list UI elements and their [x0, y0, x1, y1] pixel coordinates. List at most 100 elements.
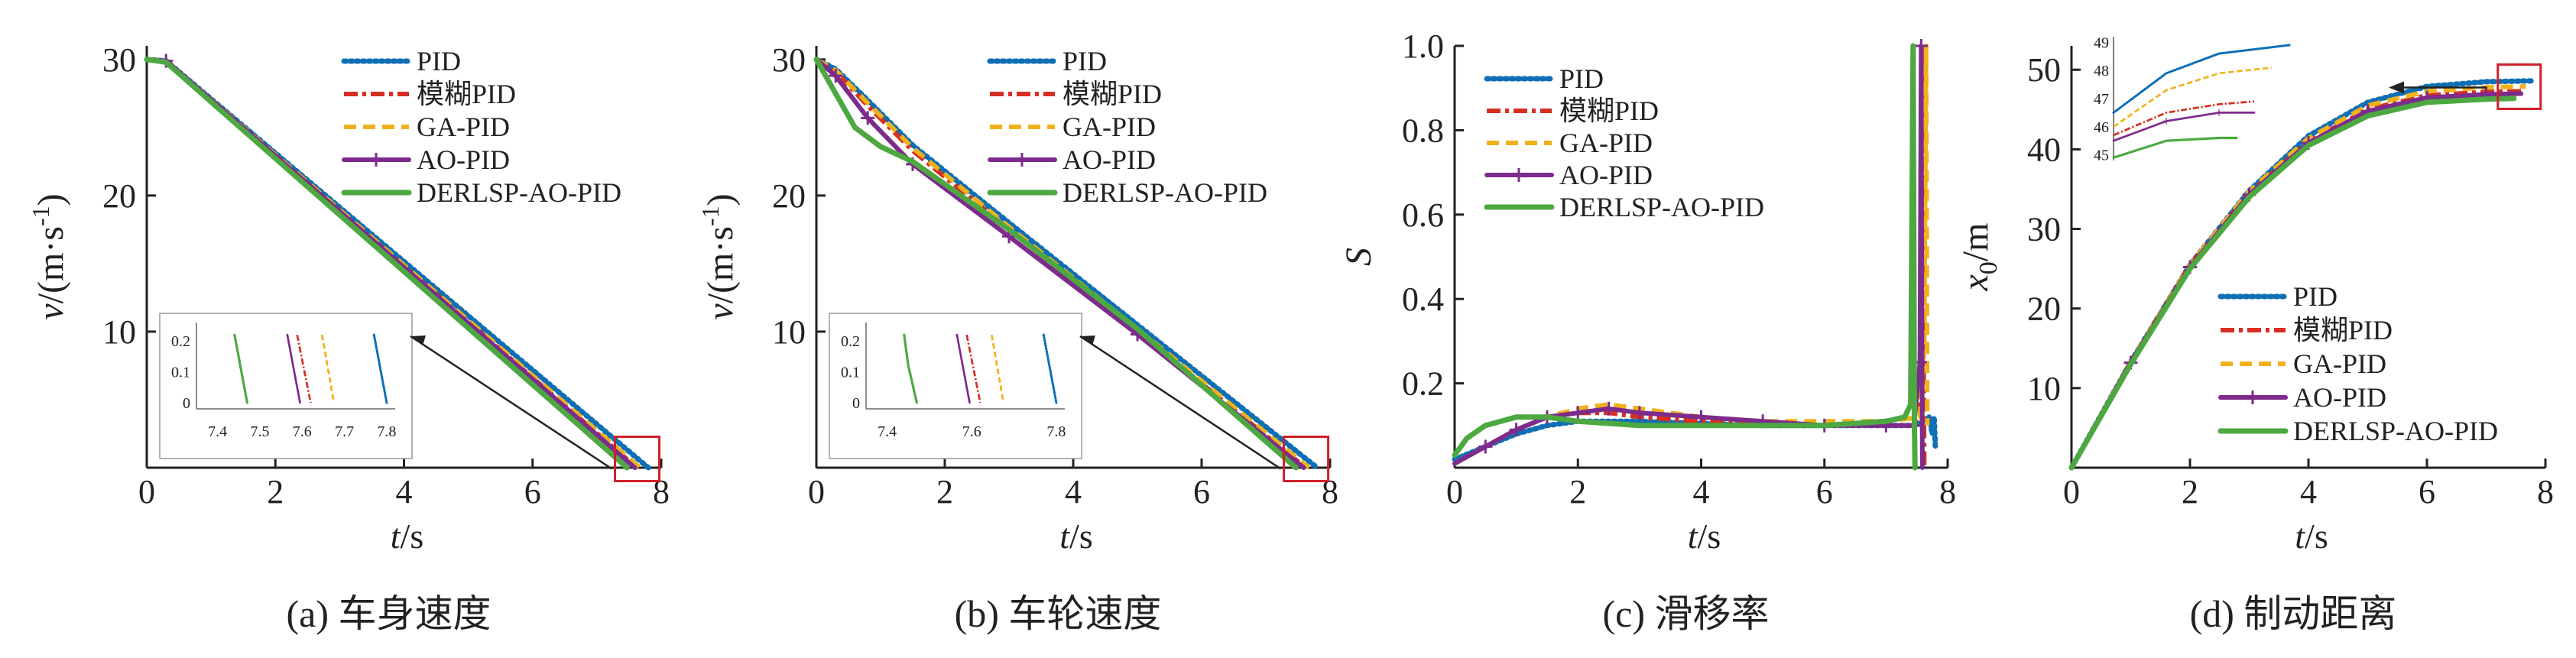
zoom-box — [2497, 63, 2542, 110]
inset-x-tick-label: 7.7 — [335, 423, 354, 440]
y-tick-label: 30 — [102, 41, 136, 79]
legend-label: GA-PID — [2293, 348, 2386, 379]
chart-c: 0 2 4 6 8 0.2 0.4 0.6 0.8 1.0 t/s S PID模糊PIDGA-PIDAO… — [1338, 28, 1956, 635]
inset-series-模糊PID — [296, 334, 312, 404]
legend-label: GA-PID — [417, 112, 510, 142]
inset-y-tick-label: 0 — [183, 395, 190, 412]
inset-x-tick-label: 7.6 — [293, 423, 312, 440]
y-tick-label: 1.0 — [1402, 28, 1444, 65]
x-tick-label: 6 — [524, 473, 541, 511]
x-label-var: t — [2295, 517, 2305, 556]
x-label-unit: /s — [1069, 517, 1093, 556]
inset-frame — [829, 313, 1082, 459]
y-label-sup: -1 — [696, 206, 724, 226]
legend-label: PID — [2293, 281, 2338, 312]
y-tick-label: 20 — [772, 177, 806, 215]
y-label-unit: /(m·s — [31, 226, 71, 303]
inset-series-PID — [2112, 44, 2291, 114]
zoom-arrow — [410, 335, 613, 470]
legend-label: PID — [1063, 46, 1107, 76]
x-tick-label: 8 — [1322, 473, 1338, 511]
x-tick-label: 2 — [2182, 473, 2198, 511]
x-axis-label: t/s — [1688, 517, 1721, 556]
inset-series-模糊PID — [2113, 100, 2255, 137]
x-label-unit: /s — [2305, 517, 2328, 556]
x-tick-label: 2 — [267, 473, 284, 511]
y-tick-label: 0.4 — [1402, 280, 1444, 318]
y-tick-label: 50 — [2027, 51, 2061, 89]
inset-series-GA-PID — [990, 334, 1005, 404]
x-tick-label: 4 — [2300, 473, 2317, 511]
y-tick-label: 30 — [2027, 211, 2061, 248]
inset-y-tick-label: 0.1 — [841, 365, 860, 381]
y-tick-label: 10 — [102, 313, 136, 351]
x-tick-label: 8 — [1939, 473, 1956, 511]
y-label-close: ) — [31, 193, 71, 206]
y-label-close: ) — [700, 193, 741, 206]
x-label-var: t — [1059, 517, 1070, 556]
legend-label: AO-PID — [2293, 382, 2386, 413]
x-tick-label: 8 — [653, 473, 670, 511]
y-label-unit: /(m·s — [700, 226, 741, 303]
zoom-arrowhead — [1080, 335, 1095, 345]
y-tick-label: 10 — [772, 313, 806, 351]
legend-label: GA-PID — [1063, 112, 1156, 142]
inset-x-tick-label: 7.4 — [878, 423, 897, 440]
inset-series-DERLSP-AO-PID — [2112, 136, 2238, 159]
legend-label: 模糊PID — [1063, 79, 1162, 109]
inset-series-AO-PID — [286, 333, 301, 404]
x-tick-label: 0 — [138, 473, 155, 511]
x-label-var: t — [1688, 517, 1698, 556]
x-axis-label: t/s — [1059, 517, 1092, 556]
x-tick-label: 0 — [808, 473, 825, 511]
y-label-var: v — [31, 303, 71, 320]
legend-label: PID — [1559, 63, 1604, 94]
inset-series-PID — [372, 333, 388, 404]
x-axis-label: t/s — [391, 517, 423, 556]
legend-label: AO-PID — [417, 144, 510, 175]
y-tick-label: 0.8 — [1402, 112, 1444, 149]
inset-y-tick-label: 0 — [852, 395, 860, 412]
inset-series-AO-PID — [2112, 112, 2256, 142]
inset-x-tick-label: 7.5 — [250, 423, 269, 440]
x-tick-label: 6 — [1816, 473, 1833, 511]
inset-x-tick-label: 7.8 — [1046, 423, 1066, 440]
inset-y-tick-label: 0.1 — [171, 365, 190, 381]
zoom-arrow — [1079, 335, 1282, 470]
y-axis-label: v/(m·s-1) — [696, 193, 741, 319]
caption: (a) 车身速度 — [287, 592, 492, 635]
inset-y-tick-label: 49 — [2094, 34, 2109, 51]
y-label-var: v — [700, 303, 741, 320]
x-label-var: t — [391, 517, 401, 556]
y-tick-label: 0.2 — [1402, 365, 1444, 403]
legend-label: 模糊PID — [417, 79, 516, 109]
inset-series-GA-PID — [320, 334, 336, 404]
legend-label: AO-PID — [1559, 160, 1653, 190]
inset-series-DERLSP-AO-PID — [903, 333, 918, 404]
chart-a: 0 2 4 6 8 10 20 30 t/s v/(m·s-1) PID模糊PIDGA-PIDAO-… — [27, 41, 670, 635]
series-DERLSP-AO-PID — [1452, 43, 1918, 471]
series-DERLSP-AO-PID — [144, 57, 630, 471]
y-tick-label: 40 — [2027, 131, 2061, 168]
y-label-unit: /m — [1955, 223, 1996, 262]
y-tick-label: 30 — [772, 41, 806, 79]
inset: 7.4 7.6 7.8 0 0.1 0.2 — [829, 313, 1082, 459]
zoom-arrowhead — [2389, 81, 2404, 94]
y-label-sub: 0 — [1974, 261, 2003, 274]
inset-y-tick-label: 0.2 — [171, 333, 190, 350]
y-tick-label: 20 — [2027, 290, 2061, 328]
inset-x-tick-label: 7.4 — [208, 423, 227, 440]
y-axis-label: v/(m·s-1) — [27, 193, 71, 319]
x-tick-label: 6 — [2419, 473, 2435, 511]
y-axis-label: S — [1338, 248, 1379, 266]
legend-label: 模糊PID — [1559, 96, 1659, 126]
inset: 7.4 7.5 7.6 7.7 7.8 0 0.1 0.2 — [159, 313, 413, 459]
legend-label: GA-PID — [1559, 128, 1653, 158]
y-label-var: S — [1338, 248, 1379, 266]
inset-series-AO-PID — [955, 333, 971, 404]
caption: (d) 制动距离 — [2190, 592, 2397, 635]
legend-label: DERLSP-AO-PID — [2293, 416, 2498, 446]
y-tick-label: 20 — [102, 177, 136, 215]
inset-y-tick-label: 47 — [2094, 91, 2109, 108]
zoom-box — [1283, 436, 1330, 483]
